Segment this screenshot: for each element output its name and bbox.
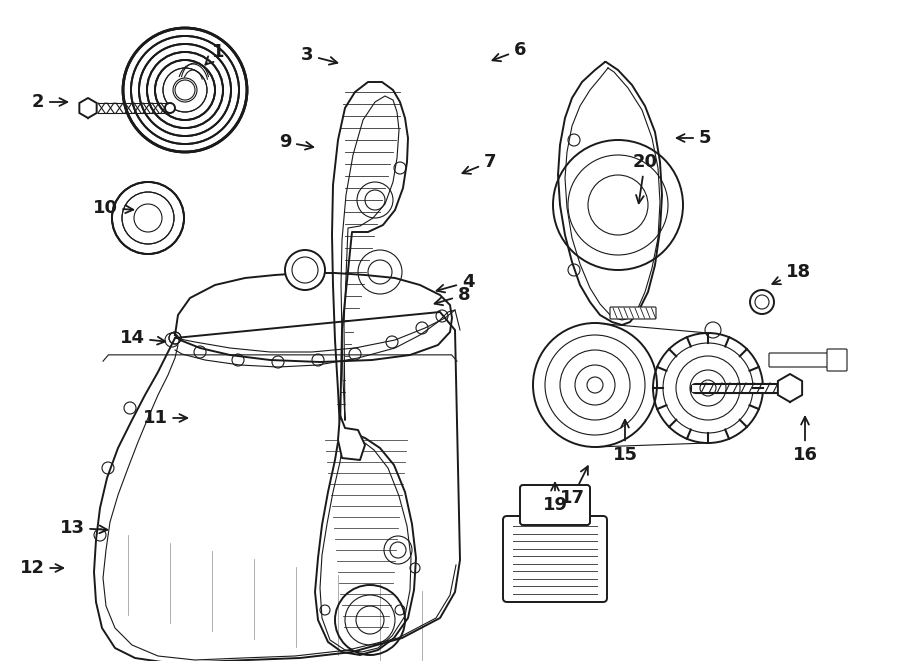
Text: 6: 6 bbox=[492, 41, 526, 61]
Text: 14: 14 bbox=[120, 329, 166, 347]
FancyBboxPatch shape bbox=[827, 349, 847, 371]
Circle shape bbox=[285, 250, 325, 290]
Text: 20: 20 bbox=[633, 153, 658, 203]
Polygon shape bbox=[558, 62, 662, 325]
Text: 7: 7 bbox=[463, 153, 496, 174]
Circle shape bbox=[165, 103, 175, 113]
Text: 2: 2 bbox=[32, 93, 68, 111]
Polygon shape bbox=[79, 98, 96, 118]
FancyBboxPatch shape bbox=[503, 516, 607, 602]
Polygon shape bbox=[778, 374, 802, 402]
Text: 16: 16 bbox=[793, 417, 817, 464]
FancyBboxPatch shape bbox=[520, 485, 590, 525]
Polygon shape bbox=[338, 415, 365, 460]
Text: 8: 8 bbox=[435, 286, 471, 305]
Text: 3: 3 bbox=[301, 46, 338, 65]
Text: 11: 11 bbox=[142, 409, 187, 427]
Text: 17: 17 bbox=[560, 466, 588, 507]
Text: 1: 1 bbox=[205, 43, 224, 65]
Circle shape bbox=[113, 183, 183, 253]
Polygon shape bbox=[175, 273, 452, 362]
Text: 4: 4 bbox=[436, 273, 474, 292]
Polygon shape bbox=[94, 312, 460, 661]
Text: 19: 19 bbox=[543, 483, 568, 514]
Polygon shape bbox=[315, 430, 416, 655]
Text: 18: 18 bbox=[772, 263, 811, 284]
Text: 5: 5 bbox=[677, 129, 711, 147]
Text: 9: 9 bbox=[279, 133, 313, 151]
Polygon shape bbox=[332, 82, 408, 430]
FancyBboxPatch shape bbox=[769, 353, 831, 367]
Circle shape bbox=[124, 29, 246, 151]
FancyBboxPatch shape bbox=[610, 307, 656, 319]
Text: 10: 10 bbox=[93, 199, 133, 217]
Text: 13: 13 bbox=[59, 519, 107, 537]
Text: 12: 12 bbox=[20, 559, 63, 577]
Text: 15: 15 bbox=[613, 420, 637, 464]
